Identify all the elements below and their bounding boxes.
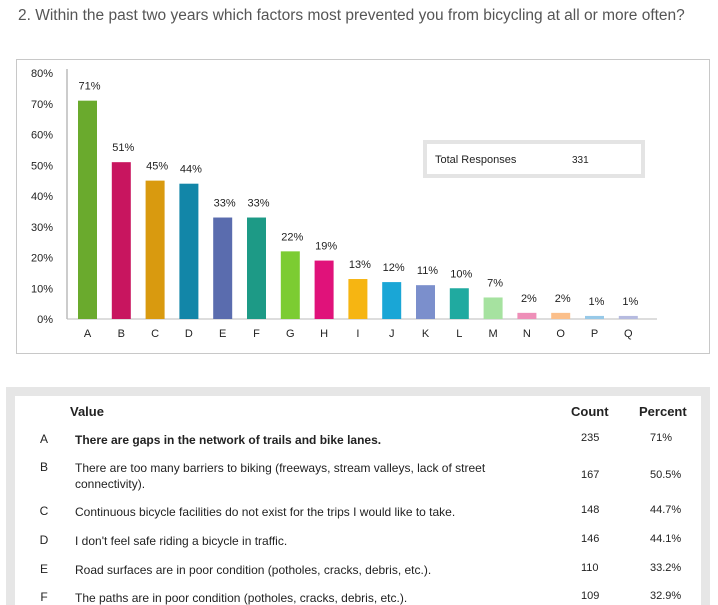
bar (314, 260, 334, 319)
row-key: C (39, 504, 49, 518)
row-percent: 71% (650, 432, 673, 444)
x-tick-label: O (556, 328, 565, 340)
y-tick-label: 10% (31, 283, 53, 295)
bar (78, 100, 97, 319)
bar-chart: 0% 10% 20% 30% 40% 50% 60% 70% 80% 71% A 51% B 45% C 44… (31, 68, 657, 340)
total-responses-label: Total Responses (435, 154, 517, 166)
x-tick-label: H (320, 328, 328, 340)
row-count: 110 (581, 562, 599, 574)
data-label: 7% (487, 277, 503, 289)
data-label: 33% (214, 198, 236, 210)
row-key: B (39, 460, 48, 474)
header-count: Count (571, 404, 609, 419)
x-tick-label: G (286, 328, 295, 340)
row-text: There are too many barriers to biking (f… (75, 461, 486, 491)
data-label: 71% (78, 81, 100, 93)
data-label: 13% (349, 259, 371, 271)
x-tick-label: K (422, 328, 430, 340)
row-count: 167 (581, 469, 600, 481)
table-header: Value Count Percent (15, 404, 701, 426)
x-tick-label: F (253, 328, 260, 340)
bar (145, 180, 165, 319)
data-label: 11% (417, 265, 438, 277)
bar (618, 315, 638, 319)
row-key: F (40, 590, 48, 604)
data-label: 2% (521, 293, 537, 305)
bar (416, 285, 435, 319)
row-key: A (39, 432, 48, 446)
x-tick-label: I (356, 328, 359, 340)
data-label: 10% (450, 268, 472, 280)
y-tick-label: 40% (31, 191, 53, 203)
total-responses-value: 331 (572, 155, 589, 166)
bar (247, 217, 266, 319)
bar (449, 288, 469, 319)
bar (280, 251, 300, 319)
data-label: 45% (146, 161, 168, 173)
x-tick-label: A (84, 328, 92, 340)
row-count: 235 (581, 432, 600, 444)
bar (382, 282, 402, 319)
row-text: Road surfaces are in poor condition (pot… (75, 563, 432, 577)
row-text: Continuous bicycle facilities do not exi… (75, 505, 456, 519)
x-tick-label: B (118, 328, 125, 340)
bar (213, 217, 233, 319)
question-title: 2. Within the past two years which facto… (18, 7, 685, 24)
x-tick-label: N (523, 328, 531, 340)
data-label: 19% (315, 241, 337, 253)
row-count: 148 (581, 504, 600, 516)
header-percent: Percent (639, 404, 687, 419)
x-tick-label: Q (624, 328, 633, 340)
bar (348, 279, 368, 319)
row-key: E (39, 562, 48, 576)
bar (483, 297, 503, 319)
bar (551, 312, 571, 319)
data-label: 44% (180, 164, 202, 176)
x-tick-label: M (489, 328, 498, 340)
row-percent: 44.7% (650, 504, 682, 516)
row-percent: 44.1% (650, 533, 682, 545)
y-tick-label: 20% (31, 253, 53, 265)
data-label: 51% (112, 142, 134, 154)
y-tick-label: 70% (31, 99, 53, 111)
header-value: Value (70, 404, 104, 419)
data-label: 1% (622, 296, 638, 308)
y-tick-label: 30% (31, 222, 53, 234)
data-label: 1% (589, 296, 605, 308)
x-tick-label: P (591, 328, 598, 340)
bar (517, 312, 537, 319)
row-text: There are gaps in the network of trails … (75, 433, 382, 447)
x-tick-label: D (185, 328, 193, 340)
row-percent: 32.9% (650, 590, 682, 602)
total-responses-box: Total Responses 331 (423, 140, 645, 178)
y-tick-label: 0% (37, 314, 53, 326)
data-label: 33% (247, 198, 269, 210)
row-text: I don't feel safe riding a bicycle in tr… (75, 534, 288, 548)
row-percent: 33.2% (650, 562, 682, 574)
row-count: 146 (581, 533, 600, 545)
y-tick-label: 50% (31, 160, 53, 172)
row-key: D (39, 533, 49, 547)
data-label: 22% (281, 231, 303, 243)
data-label: 2% (555, 293, 571, 305)
bar (585, 315, 604, 319)
x-tick-label: E (219, 328, 226, 340)
row-text: The paths are in poor condition (pothole… (75, 591, 408, 605)
y-tick-label: 60% (31, 130, 53, 142)
x-tick-label: L (456, 328, 462, 340)
bar (111, 162, 131, 319)
x-tick-label: J (389, 328, 395, 340)
row-count: 109 (581, 590, 600, 602)
data-label: 12% (383, 262, 405, 274)
y-tick-label: 80% (31, 68, 53, 80)
row-percent: 50.5% (650, 469, 682, 481)
bar (179, 183, 199, 319)
results-table: Value Count Percent A There are gaps in … (6, 387, 710, 605)
x-tick-label: C (151, 328, 159, 340)
chart-panel: 0% 10% 20% 30% 40% 50% 60% 70% 80% 71% A 51% B 45% C 44… (16, 59, 710, 354)
